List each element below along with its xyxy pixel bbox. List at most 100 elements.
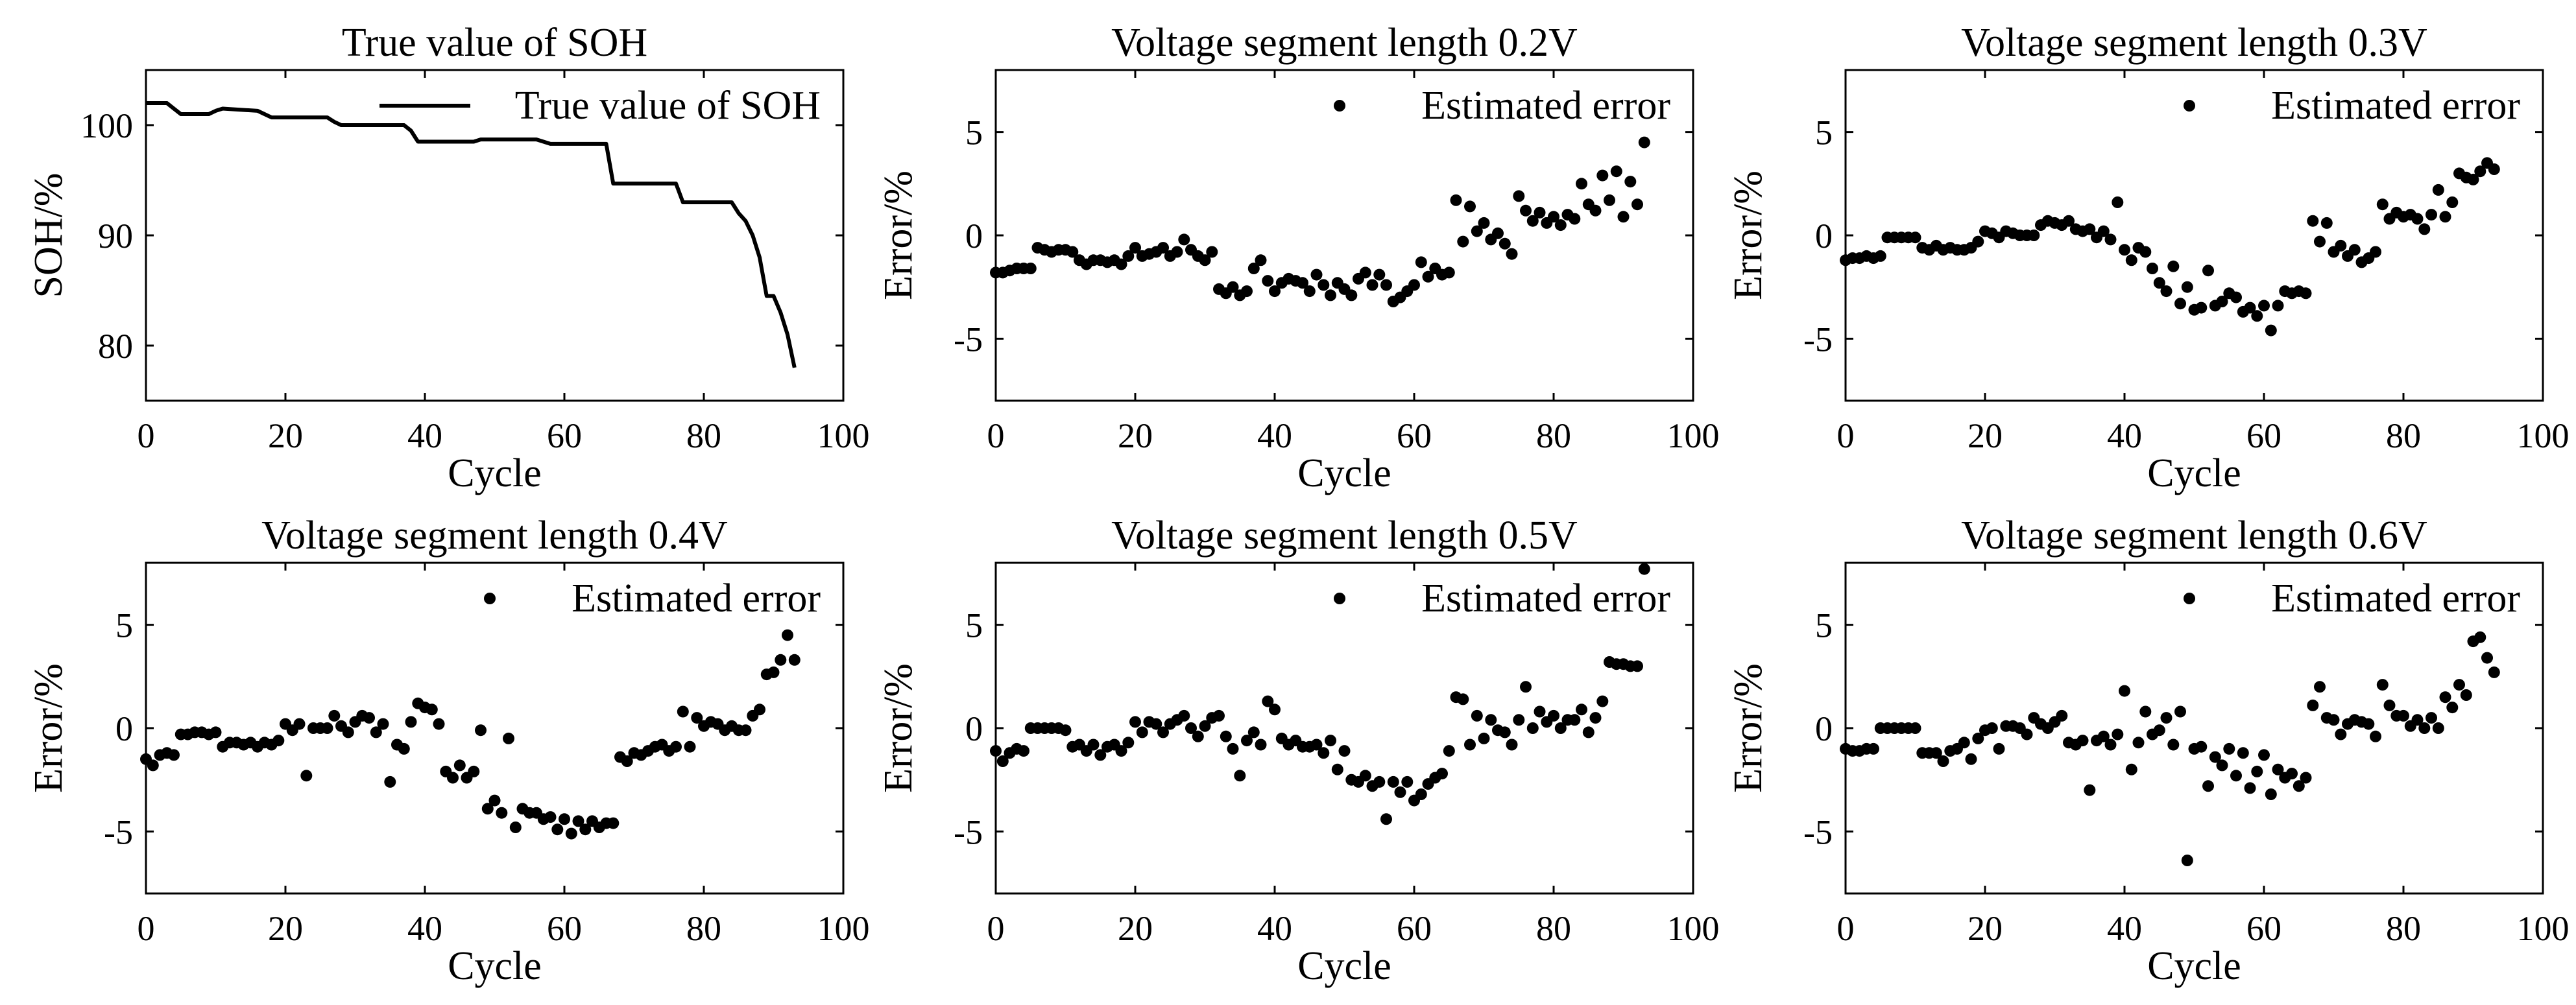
error-point <box>2411 213 2424 225</box>
panel-segment-0-6v: Voltage segment length 0.6V Cycle Error/… <box>1726 514 2570 988</box>
error-point <box>1534 206 1546 219</box>
error-point <box>1554 722 1567 734</box>
x-tick-label: 20 <box>1118 909 1153 948</box>
error-point <box>775 654 787 666</box>
error-point <box>2167 739 2180 751</box>
error-point <box>1115 745 1127 757</box>
error-point <box>1617 211 1630 223</box>
error-point <box>996 755 1009 767</box>
error-point <box>2216 759 2228 772</box>
error-point <box>1373 775 1386 788</box>
x-tick-label: 20 <box>1118 416 1153 455</box>
error-point <box>1331 763 1343 775</box>
x-tick-label: 80 <box>1536 909 1571 948</box>
error-point <box>1297 277 1308 289</box>
error-point <box>1506 739 1518 751</box>
error-point <box>1059 724 1072 737</box>
error-point <box>1457 235 1469 248</box>
y-tick-label: 0 <box>115 709 133 748</box>
error-point <box>1443 266 1455 279</box>
legend-label: Estimated error <box>2271 576 2520 621</box>
error-point <box>1874 250 1886 262</box>
x-axis-label: Cycle <box>448 944 542 988</box>
error-point <box>2474 165 2486 178</box>
error-point <box>572 815 584 827</box>
error-point <box>1520 681 1532 693</box>
error-point <box>579 823 592 836</box>
error-point <box>2223 742 2235 755</box>
x-tick-label: 80 <box>2386 416 2421 455</box>
panel-true-soh: True value of SOH Cycle SOH/% True value… <box>27 21 870 495</box>
error-point <box>1192 730 1204 742</box>
legend-marker <box>1334 593 1345 604</box>
x-tick-label: 40 <box>407 909 442 948</box>
x-tick-label: 60 <box>2246 909 2281 948</box>
error-point <box>1220 730 1232 742</box>
error-point <box>559 813 570 825</box>
error-point <box>2474 631 2486 643</box>
error-point <box>2439 211 2451 223</box>
error-point <box>754 704 765 716</box>
error-point <box>1338 745 1351 757</box>
error-point <box>1325 735 1336 747</box>
x-tick-label: 80 <box>1536 416 1571 455</box>
error-point <box>1366 279 1378 291</box>
error-point <box>1548 709 1559 722</box>
y-tick-label: 80 <box>98 327 133 366</box>
error-point <box>1576 704 1587 716</box>
x-tick-label: 100 <box>1667 909 1720 948</box>
panel-segment-0-3v: Voltage segment length 0.3V Cycle Error/… <box>1726 21 2570 495</box>
error-point <box>2139 246 2152 258</box>
error-point <box>2432 183 2444 196</box>
error-point <box>384 775 396 788</box>
error-point <box>1150 718 1162 730</box>
x-axis-label: Cycle <box>2147 451 2241 495</box>
x-tick-label: 60 <box>547 416 582 455</box>
error-point <box>1972 235 1984 248</box>
error-point <box>1066 246 1079 258</box>
soh-series-line <box>146 101 797 368</box>
error-point <box>2160 712 2173 724</box>
chart-title: Voltage segment length 0.3V <box>1961 21 2427 65</box>
error-point <box>475 724 487 737</box>
error-point <box>1185 722 1197 734</box>
error-point <box>1415 788 1427 800</box>
error-point <box>1485 714 1497 726</box>
error-point <box>1373 268 1386 281</box>
error-point <box>2195 740 2208 753</box>
error-point <box>1087 739 1100 751</box>
error-point <box>2314 235 2326 248</box>
error-point <box>2028 230 2040 241</box>
error-point <box>1471 709 1483 722</box>
error-point <box>2328 714 2340 726</box>
error-point <box>1394 786 1406 798</box>
x-tick-label: 40 <box>2107 909 2142 948</box>
error-point <box>1589 204 1602 217</box>
error-point <box>607 817 620 829</box>
x-axis-label: Cycle <box>1297 451 1391 495</box>
error-point <box>2125 254 2137 266</box>
error-point <box>433 718 445 730</box>
error-point <box>2244 302 2256 314</box>
error-point <box>488 794 501 807</box>
error-point <box>684 740 696 753</box>
error-point <box>2348 244 2361 256</box>
error-point <box>1199 254 1211 266</box>
y-axis-label: SOH/% <box>27 173 71 298</box>
error-point <box>1499 726 1511 739</box>
error-point <box>1269 704 1281 716</box>
error-point <box>2426 712 2437 724</box>
y-axis-label: Error/% <box>876 171 921 300</box>
error-point <box>551 823 564 836</box>
chart-title: Voltage segment length 0.6V <box>1961 514 2427 558</box>
error-point <box>1310 268 1323 281</box>
error-point <box>1972 732 1984 744</box>
error-point <box>2376 679 2389 691</box>
error-point <box>1596 169 1609 182</box>
error-point <box>1247 263 1260 274</box>
error-point <box>788 654 800 666</box>
x-tick-label: 100 <box>817 416 870 455</box>
error-point <box>2021 728 2033 740</box>
error-point <box>2272 763 2284 775</box>
error-point <box>1569 714 1581 726</box>
